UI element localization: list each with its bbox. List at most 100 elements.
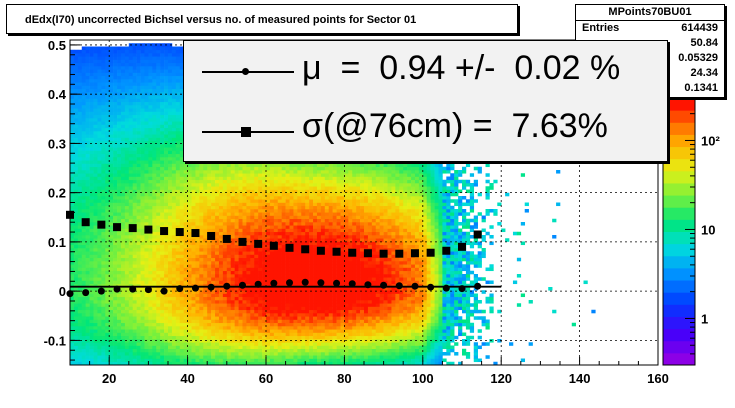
heatmap-cell [117, 75, 122, 80]
heatmap-cell [101, 296, 106, 301]
heatmap-cell [179, 163, 184, 168]
heatmap-cell [132, 79, 137, 83]
heatmap-cell [148, 192, 153, 197]
heatmap-cell [175, 280, 181, 285]
heatmap-cell [136, 192, 141, 197]
heatmap-cell [226, 332, 232, 337]
heatmap-cell [77, 56, 83, 60]
heatmap-cell [175, 66, 181, 70]
heatmap-cell [168, 46, 173, 51]
heatmap-cell [250, 293, 255, 298]
heatmap-cell [266, 173, 271, 177]
heatmap-cell [93, 69, 98, 73]
heatmap-cell [195, 322, 200, 327]
heatmap-cell [124, 144, 130, 148]
heatmap-cell [258, 166, 263, 171]
heatmap-cell [250, 332, 255, 337]
heatmap-cell [242, 264, 247, 268]
heatmap-cell [211, 313, 216, 317]
heatmap-cell [117, 251, 122, 255]
heatmap-cell [258, 313, 263, 317]
heatmap-cell [136, 127, 141, 132]
heatmap-cell [199, 215, 204, 220]
heatmap-cell [132, 53, 137, 57]
heatmap-cell [222, 342, 228, 346]
heatmap-cell [164, 124, 169, 129]
heatmap-cell [230, 319, 235, 324]
heatmap-cell [70, 287, 75, 291]
heatmap-cell [148, 196, 153, 200]
heatmap-cell [140, 348, 145, 353]
heatmap-cell [81, 335, 86, 340]
heatmap-cell [250, 228, 255, 233]
heatmap-cell [117, 309, 122, 314]
heatmap-cell [140, 196, 145, 200]
heatmap-cell [148, 101, 153, 106]
heatmap-cell [164, 173, 169, 177]
heatmap-cell [152, 345, 157, 350]
heatmap-cell [211, 192, 216, 197]
heatmap-cell [120, 173, 126, 177]
heatmap-cell [266, 186, 271, 190]
heatmap-cell [101, 309, 106, 314]
heatmap-cell [77, 287, 83, 291]
heatmap-cell [250, 225, 255, 229]
heatmap-cell [215, 361, 220, 366]
heatmap-cell [70, 183, 75, 187]
heatmap-cell [160, 114, 165, 119]
heatmap-cell [250, 316, 255, 320]
heatmap-cell [156, 222, 161, 226]
heatmap-cell [187, 322, 192, 327]
heatmap-cell [89, 319, 94, 324]
heatmap-cell [160, 267, 165, 272]
heatmap-cell [113, 248, 118, 252]
heatmap-cell [77, 222, 83, 226]
heatmap-cell [191, 176, 196, 181]
heatmap-cell [120, 75, 126, 80]
heatmap-cell [160, 46, 165, 51]
heatmap-cell [97, 342, 102, 346]
heatmap-cell [152, 212, 157, 216]
heatmap-cell [105, 127, 110, 132]
heatmap-cell [113, 66, 118, 70]
heatmap-cell [258, 326, 263, 330]
heatmap-cell [234, 300, 239, 304]
heatmap-cell [246, 303, 251, 307]
heatmap-cell [211, 361, 216, 366]
heatmap-cell [124, 160, 130, 164]
heatmap-cell [171, 225, 177, 229]
heatmap-cell [218, 326, 224, 330]
heatmap-cell [148, 277, 153, 281]
heatmap-cell [73, 150, 79, 155]
heatmap-cell [128, 313, 134, 317]
heatmap-cell [179, 189, 184, 194]
heatmap-cell [105, 355, 110, 359]
heatmap-cell [242, 173, 247, 177]
heatmap-cell [148, 186, 153, 190]
heatmap-cell [140, 173, 145, 177]
heatmap-cell [191, 329, 196, 333]
heatmap-cell [238, 335, 243, 340]
heatmap-cell [124, 108, 130, 112]
heatmap-cell [128, 264, 134, 268]
heatmap-cell [160, 241, 165, 246]
heatmap-cell [81, 352, 86, 356]
heatmap-cell [168, 270, 173, 275]
heatmap-cell [238, 163, 243, 168]
heatmap-cell [171, 303, 177, 307]
heatmap-cell [148, 251, 153, 255]
heatmap-cell [144, 118, 149, 122]
heatmap-cell [105, 111, 110, 116]
heatmap-cell [77, 166, 83, 171]
heatmap-cell [156, 293, 161, 298]
heatmap-cell [113, 361, 118, 366]
heatmap-cell [211, 326, 216, 330]
heatmap-cell [164, 153, 169, 158]
heatmap-cell [195, 215, 200, 220]
heatmap-cell [81, 166, 86, 171]
heatmap-cell [246, 202, 251, 207]
heatmap-cell [109, 280, 114, 285]
heatmap-cell [218, 290, 224, 294]
heatmap-cell [101, 277, 106, 281]
heatmap-cell [101, 66, 106, 70]
